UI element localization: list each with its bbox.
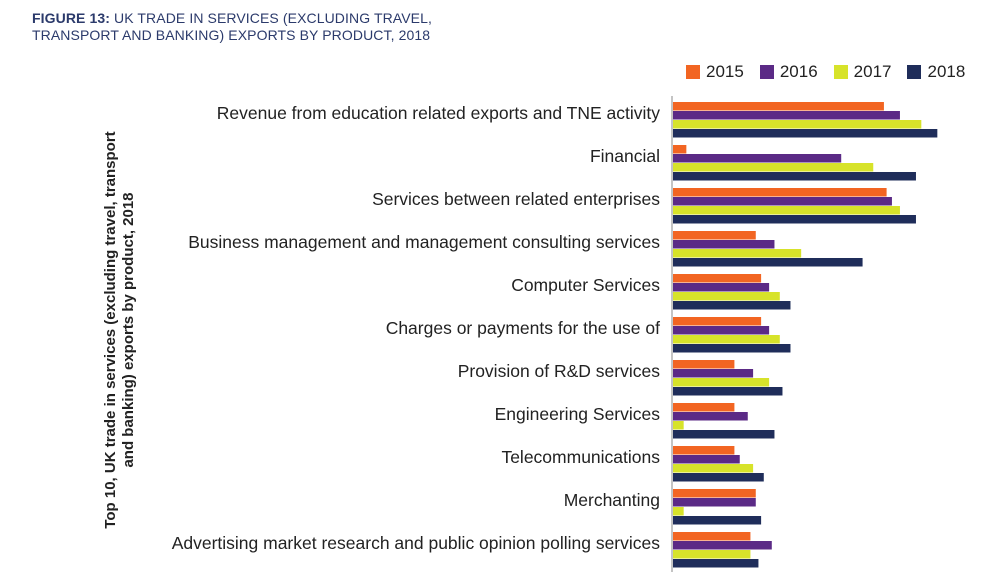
bar-2016 [673,326,770,335]
bar-2015 [673,446,735,455]
legend-item-2018: 2018 [907,62,965,82]
bar-2018 [673,344,791,353]
bar-2016 [673,111,900,120]
bar-2017 [673,550,751,559]
category-label: Provision of R&D services [458,361,661,381]
bar-2016 [673,240,775,249]
category-label: Financial [590,146,660,166]
category-label: Merchanting [564,490,660,510]
bar-2015 [673,403,735,412]
bar-2017 [673,464,754,473]
bar-2018 [673,172,916,181]
bar-2017 [673,249,802,258]
category-label: Engineering Services [495,404,661,424]
legend-swatch [686,65,700,79]
bar-2017 [673,335,780,344]
bar-2015 [673,317,762,326]
bar-2016 [673,154,842,163]
bar-2018 [673,129,938,138]
bar-2018 [673,387,783,396]
bar-2016 [673,283,770,292]
figure-title-line2: TRANSPORT AND BANKING) EXPORTS BY PRODUC… [32,27,431,43]
bar-2016 [673,197,892,206]
category-label: Revenue from education related exports a… [217,103,660,123]
figure-title: FIGURE 13: UK TRADE IN SERVICES (EXCLUDI… [32,10,592,44]
legend-item-2015: 2015 [686,62,744,82]
bar-2016 [673,369,754,378]
category-label: Advertising market research and public o… [172,533,661,553]
bar-2015 [673,145,687,154]
bar-2018 [673,215,916,224]
category-label: Business management and management consu… [188,232,660,252]
legend-item-2016: 2016 [759,62,818,82]
bar-2016 [673,412,748,421]
bar-2015 [673,532,751,541]
category-label: Charges or payments for the use of [386,318,660,338]
legend-label: 2016 [779,62,818,81]
bar-2018 [673,430,775,439]
bar-2017 [673,378,770,387]
bar-2018 [673,301,791,310]
category-label: Computer Services [511,275,660,295]
legend-item-2017: 2017 [833,62,892,82]
bar-2016 [673,541,772,550]
legend-swatch [833,65,848,79]
figure-title-line1: UK TRADE IN SERVICES (EXCLUDING TRAVEL, [114,10,432,26]
bar-2015 [673,231,756,240]
chart-legend: 2015 2016 2017 2018 [686,62,965,82]
bar-2017 [673,292,780,301]
category-label: Services between related enterprises [372,189,660,209]
bar-2016 [673,498,756,507]
bar-2018 [673,516,762,525]
bar-2017 [673,421,684,430]
bar-2018 [673,258,863,267]
legend-swatch [907,65,922,79]
legend-swatch [759,65,774,79]
bar-2017 [673,206,900,215]
category-label: Telecommunications [501,447,660,467]
figure-number: FIGURE 13: [32,10,111,26]
bar-2015 [673,489,756,498]
bar-2015 [673,102,884,111]
legend-label: 2017 [853,62,892,81]
legend-label: 2018 [927,62,966,81]
bar-2015 [673,360,735,369]
bar-2016 [673,455,740,464]
bar-2017 [673,507,684,516]
bar-2018 [673,559,759,568]
bar-2015 [673,274,762,283]
legend-label: 2015 [706,62,744,81]
bar-2015 [673,188,887,197]
bar-2017 [673,120,922,129]
bar-2017 [673,163,874,172]
bar-2018 [673,473,764,482]
